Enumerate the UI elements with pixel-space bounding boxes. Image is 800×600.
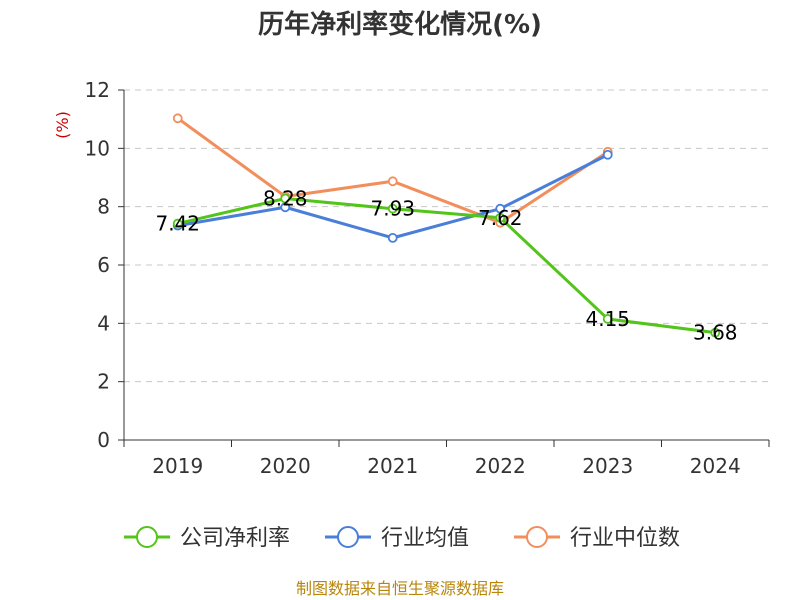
x-tick-label: 2023: [582, 454, 633, 478]
data-point: [495, 212, 506, 223]
x-tick-label: 2021: [367, 454, 418, 478]
data-point: [387, 203, 398, 214]
series-0: [172, 193, 721, 338]
data-label: 3.68: [693, 321, 738, 345]
x-tick-label: 2022: [475, 454, 526, 478]
legend-item-2[interactable]: 行业中位数: [514, 526, 680, 551]
y-tick-label: 4: [97, 311, 110, 335]
y-tick-label: 0: [97, 428, 110, 452]
legend-item-0[interactable]: 公司净利率: [124, 526, 290, 551]
legend-marker: [526, 526, 548, 548]
y-axis-label: (%): [53, 111, 72, 139]
x-tick-label: 2019: [152, 454, 203, 478]
source-note: 制图数据来自恒生聚源数据库: [296, 579, 504, 598]
data-label: 7.42: [155, 212, 200, 236]
grid-lines: [124, 89, 769, 383]
legend[interactable]: 公司净利率 行业均值 行业中位数: [124, 526, 680, 551]
y-tick-label: 8: [97, 195, 110, 219]
data-label: 7.62: [478, 206, 523, 230]
data-label: 7.93: [370, 197, 415, 221]
y-ticks: 0 2 4 6 8 10 12: [85, 78, 124, 452]
data-point: [602, 149, 613, 160]
series-line: [177, 197, 716, 335]
x-tick-label: 2024: [690, 454, 741, 478]
data-point: [495, 203, 506, 214]
data-point: [710, 327, 721, 338]
chart-title: 历年净利率变化情况(%): [258, 9, 542, 40]
legend-label: 行业均值: [381, 526, 469, 551]
data-label: 4.15: [585, 307, 630, 331]
y-tick-label: 10: [85, 136, 110, 160]
legend-label: 公司净利率: [180, 526, 290, 551]
legend-label: 行业中位数: [570, 526, 680, 551]
data-point: [172, 113, 183, 124]
series-1: [172, 149, 613, 243]
data-point: [387, 232, 398, 243]
series-group: [172, 113, 721, 338]
x-ticks: 2019 2020 2021 2022 2023 2024: [123, 440, 770, 478]
y-tick-label: 12: [85, 78, 110, 102]
data-point: [280, 193, 291, 204]
data-label: 8.28: [263, 187, 308, 211]
y-tick-label: 2: [97, 370, 110, 394]
data-point: [387, 176, 398, 187]
legend-marker: [337, 526, 359, 548]
y-tick-label: 6: [97, 253, 110, 277]
legend-marker: [136, 526, 158, 548]
legend-item-1[interactable]: 行业均值: [325, 526, 469, 551]
data-point: [172, 218, 183, 229]
data-point: [602, 314, 613, 324]
x-tick-label: 2020: [260, 454, 311, 478]
data-labels: 7.42 8.28 7.93 7.62 4.15 3.68: [155, 187, 737, 345]
